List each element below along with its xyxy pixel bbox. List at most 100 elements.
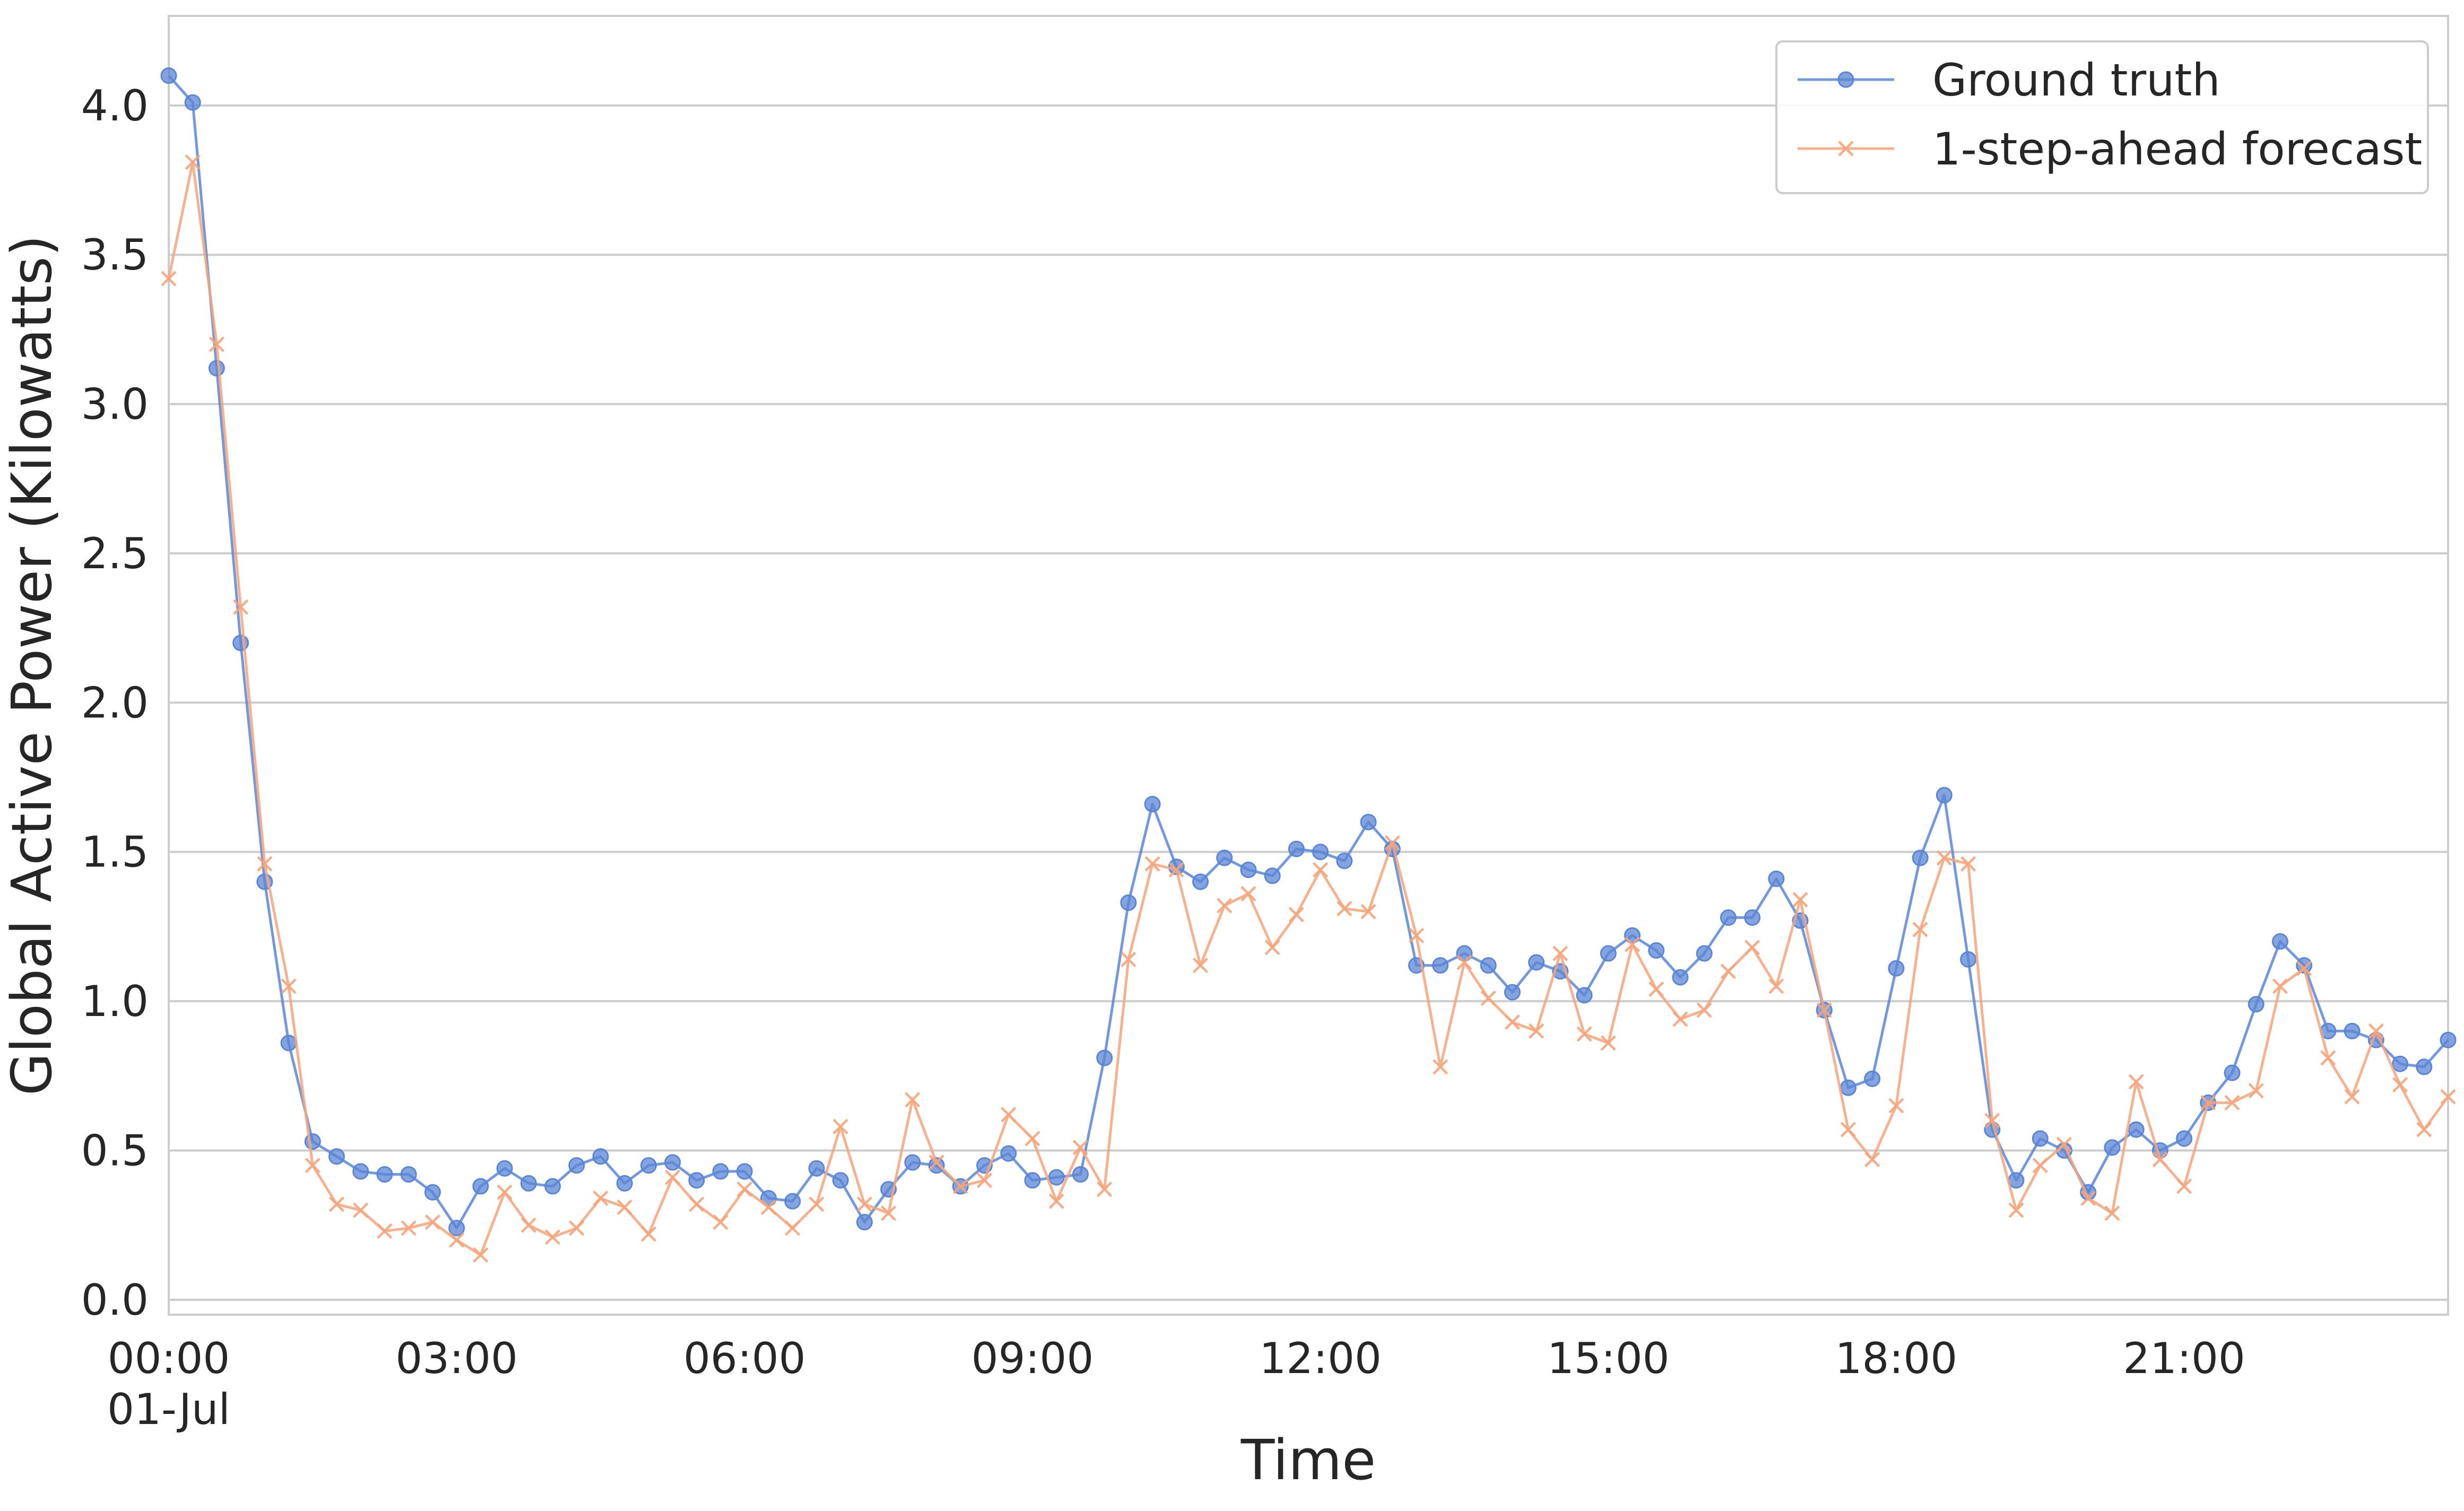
data-point xyxy=(2176,1178,2192,1194)
data-point xyxy=(736,1182,752,1197)
data-point xyxy=(784,1193,801,1210)
data-point xyxy=(161,271,177,286)
data-point xyxy=(328,1148,345,1165)
data-point xyxy=(569,1220,585,1236)
y-tick-labels: 0.0 0.5 1.0 1.5 2.0 2.5 3.0 3.5 4.0 xyxy=(81,81,149,1325)
data-point xyxy=(1360,904,1376,919)
data-point xyxy=(1504,984,1521,1001)
data-point xyxy=(1600,1035,1616,1051)
data-point xyxy=(424,1214,441,1230)
data-point xyxy=(2344,1089,2360,1105)
x-tick-label: 00:00 xyxy=(108,1334,230,1383)
data-point xyxy=(1264,940,1280,956)
data-point xyxy=(1240,861,1257,878)
data-point xyxy=(1768,870,1785,887)
data-point xyxy=(1144,856,1160,872)
data-point xyxy=(1000,1145,1017,1162)
data-point xyxy=(1337,901,1352,917)
data-point xyxy=(1025,1131,1040,1147)
data-point xyxy=(1264,867,1281,884)
data-point xyxy=(665,1169,681,1185)
data-point xyxy=(1217,898,1233,914)
data-point xyxy=(376,1166,393,1183)
data-point xyxy=(2200,1095,2216,1111)
data-point xyxy=(1480,990,1496,1006)
y-tick-label: 0.5 xyxy=(81,1126,149,1175)
data-point xyxy=(1144,796,1161,813)
series-1-step-ahead-forecast xyxy=(161,154,2456,1263)
data-point xyxy=(832,1118,848,1135)
data-point xyxy=(2416,1058,2433,1075)
data-point xyxy=(2128,1074,2144,1090)
data-point xyxy=(881,1205,897,1221)
data-point xyxy=(1336,853,1353,870)
x-axis-title: Time xyxy=(1240,1428,1376,1492)
data-point xyxy=(664,1154,681,1171)
data-point xyxy=(809,1196,825,1212)
data-point xyxy=(1840,1122,1856,1137)
x-tick-sublabel: 01-Jul xyxy=(107,1385,230,1434)
data-point xyxy=(520,1175,537,1192)
data-point xyxy=(160,67,177,84)
data-point xyxy=(1672,1011,1688,1027)
data-point xyxy=(1384,835,1400,851)
data-point xyxy=(1529,1023,1545,1039)
data-point xyxy=(2056,1136,2072,1152)
data-point xyxy=(976,1173,993,1188)
data-point xyxy=(2104,1139,2121,1156)
y-axis-title: Global Active Power (Kilowatts) xyxy=(0,235,64,1096)
data-point xyxy=(472,1178,489,1195)
data-point xyxy=(1312,844,1329,861)
data-point xyxy=(281,978,297,994)
data-point xyxy=(2271,933,2288,950)
y-tick-label: 0.0 xyxy=(81,1275,149,1325)
data-point xyxy=(2176,1130,2193,1147)
legend-box xyxy=(1775,40,2429,194)
data-point xyxy=(257,856,273,872)
data-point xyxy=(1672,969,1689,986)
data-point xyxy=(280,1035,297,1052)
data-point xyxy=(568,1157,585,1174)
data-point xyxy=(1768,978,1784,994)
data-point xyxy=(2080,1190,2096,1206)
data-point xyxy=(1624,936,1641,952)
data-point xyxy=(209,336,225,352)
y-tick-label: 4.0 xyxy=(81,81,149,131)
data-point xyxy=(1936,850,1952,866)
data-point xyxy=(1288,907,1304,923)
data-point xyxy=(1696,1002,1712,1018)
data-point xyxy=(1912,849,1929,866)
y-tick-label: 3.0 xyxy=(81,380,149,429)
x-tick-label: 21:00 xyxy=(2123,1334,2245,1383)
y-tick-label: 1.0 xyxy=(81,977,149,1026)
data-point xyxy=(2296,960,2312,976)
data-point xyxy=(353,1202,369,1218)
y-gridlines xyxy=(169,104,2448,1301)
data-point xyxy=(1888,1098,1904,1114)
data-point xyxy=(1120,894,1137,911)
data-point xyxy=(640,1157,657,1174)
data-point xyxy=(593,1190,609,1206)
data-point xyxy=(2392,1055,2409,1072)
data-point xyxy=(2392,1077,2408,1093)
data-point xyxy=(1960,856,1976,872)
data-point xyxy=(1649,981,1664,997)
data-point xyxy=(520,1217,536,1233)
data-point xyxy=(1744,909,1761,926)
data-point xyxy=(1456,954,1472,970)
data-point xyxy=(1600,945,1617,962)
data-point xyxy=(1864,1151,1880,1167)
data-point xyxy=(2368,1023,2384,1039)
data-point xyxy=(2152,1151,2168,1167)
data-point xyxy=(2032,1130,2049,1147)
data-point xyxy=(424,1184,441,1201)
data-point xyxy=(1816,1002,1832,1018)
data-point xyxy=(185,154,201,170)
data-point xyxy=(1072,1166,1089,1183)
data-point xyxy=(1360,813,1377,830)
data-point xyxy=(1048,1169,1065,1186)
data-point xyxy=(1936,787,1953,804)
data-point xyxy=(1024,1172,1041,1189)
data-point xyxy=(1648,942,1665,959)
data-point xyxy=(2008,1172,2025,1189)
